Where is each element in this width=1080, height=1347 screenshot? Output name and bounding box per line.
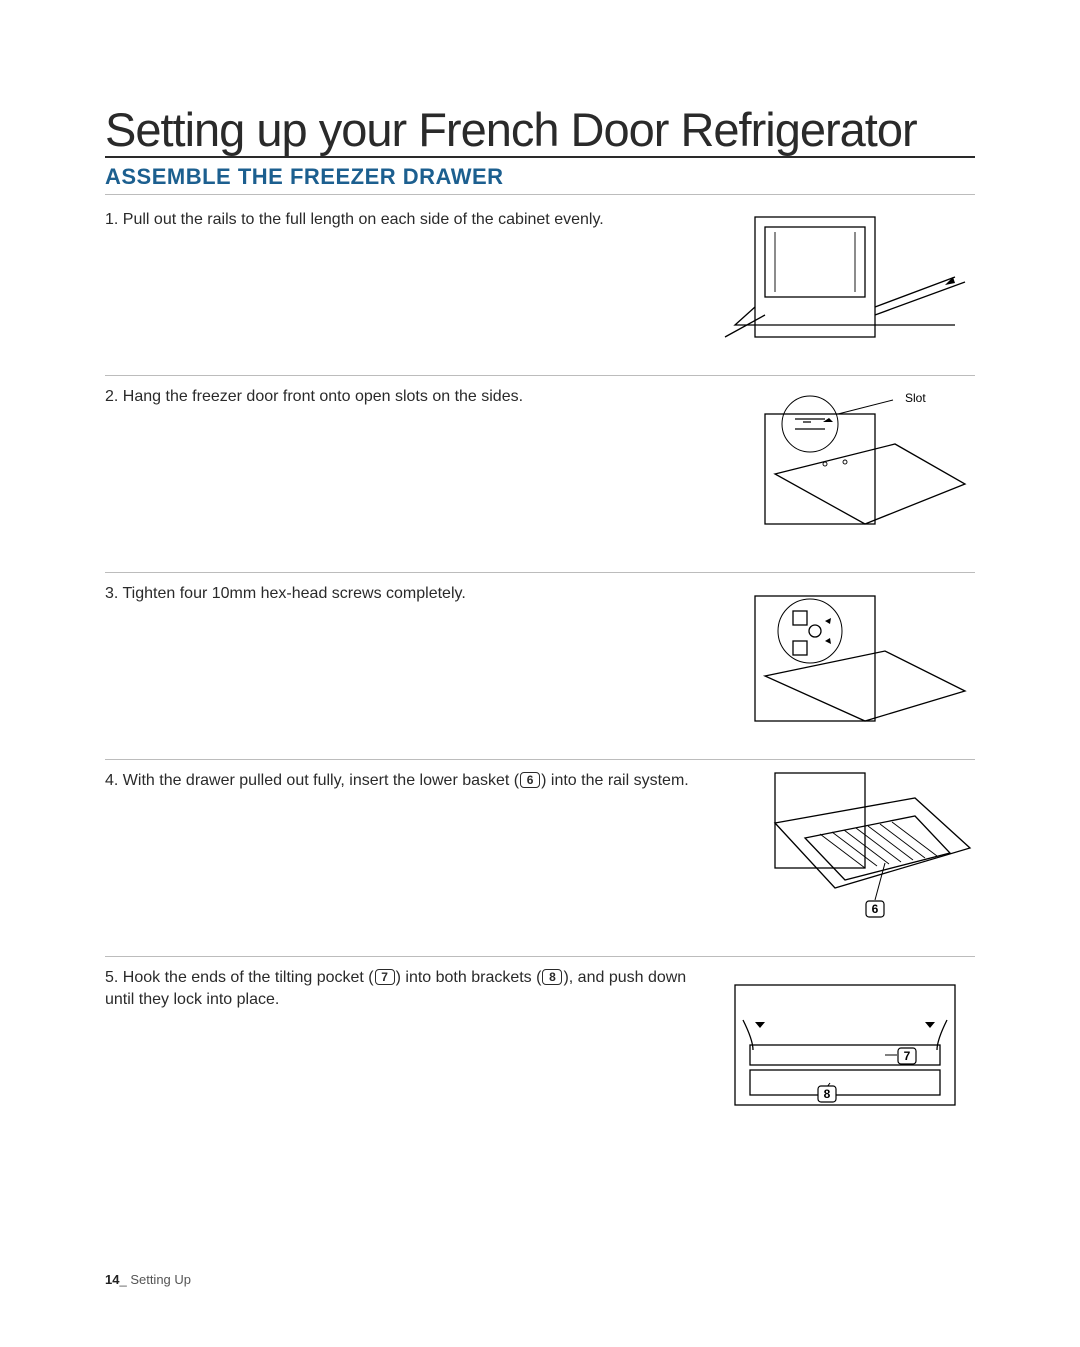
step: 3. Tighten four 10mm hex-head screws com… <box>105 573 975 760</box>
step-figure <box>715 207 975 357</box>
step-figure <box>715 581 975 731</box>
page-title: Setting up your French Door Refrigerator <box>105 105 975 158</box>
step-text: 5. Hook the ends of the tilting pocket (… <box>105 965 695 1010</box>
svg-text:Slot: Slot <box>905 391 926 405</box>
step-text: 4. With the drawer pulled out fully, ins… <box>105 768 695 792</box>
step-figure: Slot <box>715 384 975 534</box>
step: 1. Pull out the rails to the full length… <box>105 199 975 376</box>
svg-text:7: 7 <box>904 1050 911 1064</box>
step-text: 2. Hang the freezer door front onto open… <box>105 384 695 408</box>
step-text: 3. Tighten four 10mm hex-head screws com… <box>105 581 695 605</box>
step-text: 1. Pull out the rails to the full length… <box>105 207 695 231</box>
manual-page: Setting up your French Door Refrigerator… <box>0 0 1080 1347</box>
reference-number: 6 <box>520 772 540 788</box>
step: 4. With the drawer pulled out fully, ins… <box>105 760 975 957</box>
svg-text:6: 6 <box>872 903 879 917</box>
reference-number: 7 <box>375 969 395 985</box>
reference-number: 8 <box>542 969 562 985</box>
step-number: 2. <box>105 388 123 405</box>
step-number: 1. <box>105 211 123 228</box>
page-number: 14 <box>105 1272 119 1287</box>
svg-text:8: 8 <box>824 1088 831 1102</box>
step-figure: 6 <box>715 768 975 918</box>
step: 2. Hang the freezer door front onto open… <box>105 376 975 573</box>
step-number: 3. <box>105 585 123 602</box>
page-footer: 14_ Setting Up <box>105 1272 191 1287</box>
steps-container: 1. Pull out the rails to the full length… <box>105 199 975 1155</box>
section-heading: ASSEMBLE THE FREEZER DRAWER <box>105 164 975 195</box>
step: 5. Hook the ends of the tilting pocket (… <box>105 957 975 1155</box>
step-number: 4. <box>105 772 123 789</box>
step-number: 5. <box>105 969 123 986</box>
footer-label: Setting Up <box>130 1272 191 1287</box>
step-figure: 78 <box>715 965 975 1115</box>
